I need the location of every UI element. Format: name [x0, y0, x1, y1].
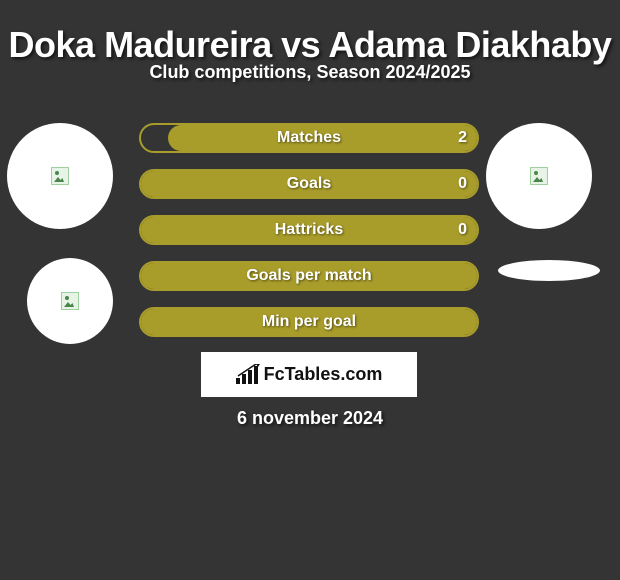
stat-row: Goals0 — [139, 169, 479, 199]
stat-fill-right — [141, 171, 477, 197]
stat-row: Min per goal — [139, 307, 479, 337]
stat-fill-right — [141, 263, 477, 289]
stat-row: Hattricks0 — [139, 215, 479, 245]
stat-row: Matches2 — [139, 123, 479, 153]
left-club-logo — [27, 258, 113, 344]
left-player-avatar — [7, 123, 113, 229]
stat-value-right: 0 — [458, 171, 467, 197]
placeholder-image-icon — [61, 292, 79, 310]
placeholder-image-icon — [51, 167, 69, 185]
fctables-text: FcTables.com — [264, 364, 383, 385]
subtitle: Club competitions, Season 2024/2025 — [0, 62, 620, 83]
stat-fill-right — [141, 309, 477, 335]
stat-row: Goals per match — [139, 261, 479, 291]
date: 6 november 2024 — [0, 408, 620, 429]
right-club-logo — [498, 260, 600, 281]
chart-icon — [236, 364, 260, 386]
fctables-logo-box: FcTables.com — [201, 352, 417, 397]
stat-fill-right — [141, 217, 477, 243]
stat-fill-right — [168, 125, 477, 151]
placeholder-image-icon — [530, 167, 548, 185]
right-player-avatar — [486, 123, 592, 229]
page-title: Doka Madureira vs Adama Diakhaby — [0, 24, 620, 66]
stat-value-right: 0 — [458, 217, 467, 243]
stat-value-right: 2 — [458, 125, 467, 151]
